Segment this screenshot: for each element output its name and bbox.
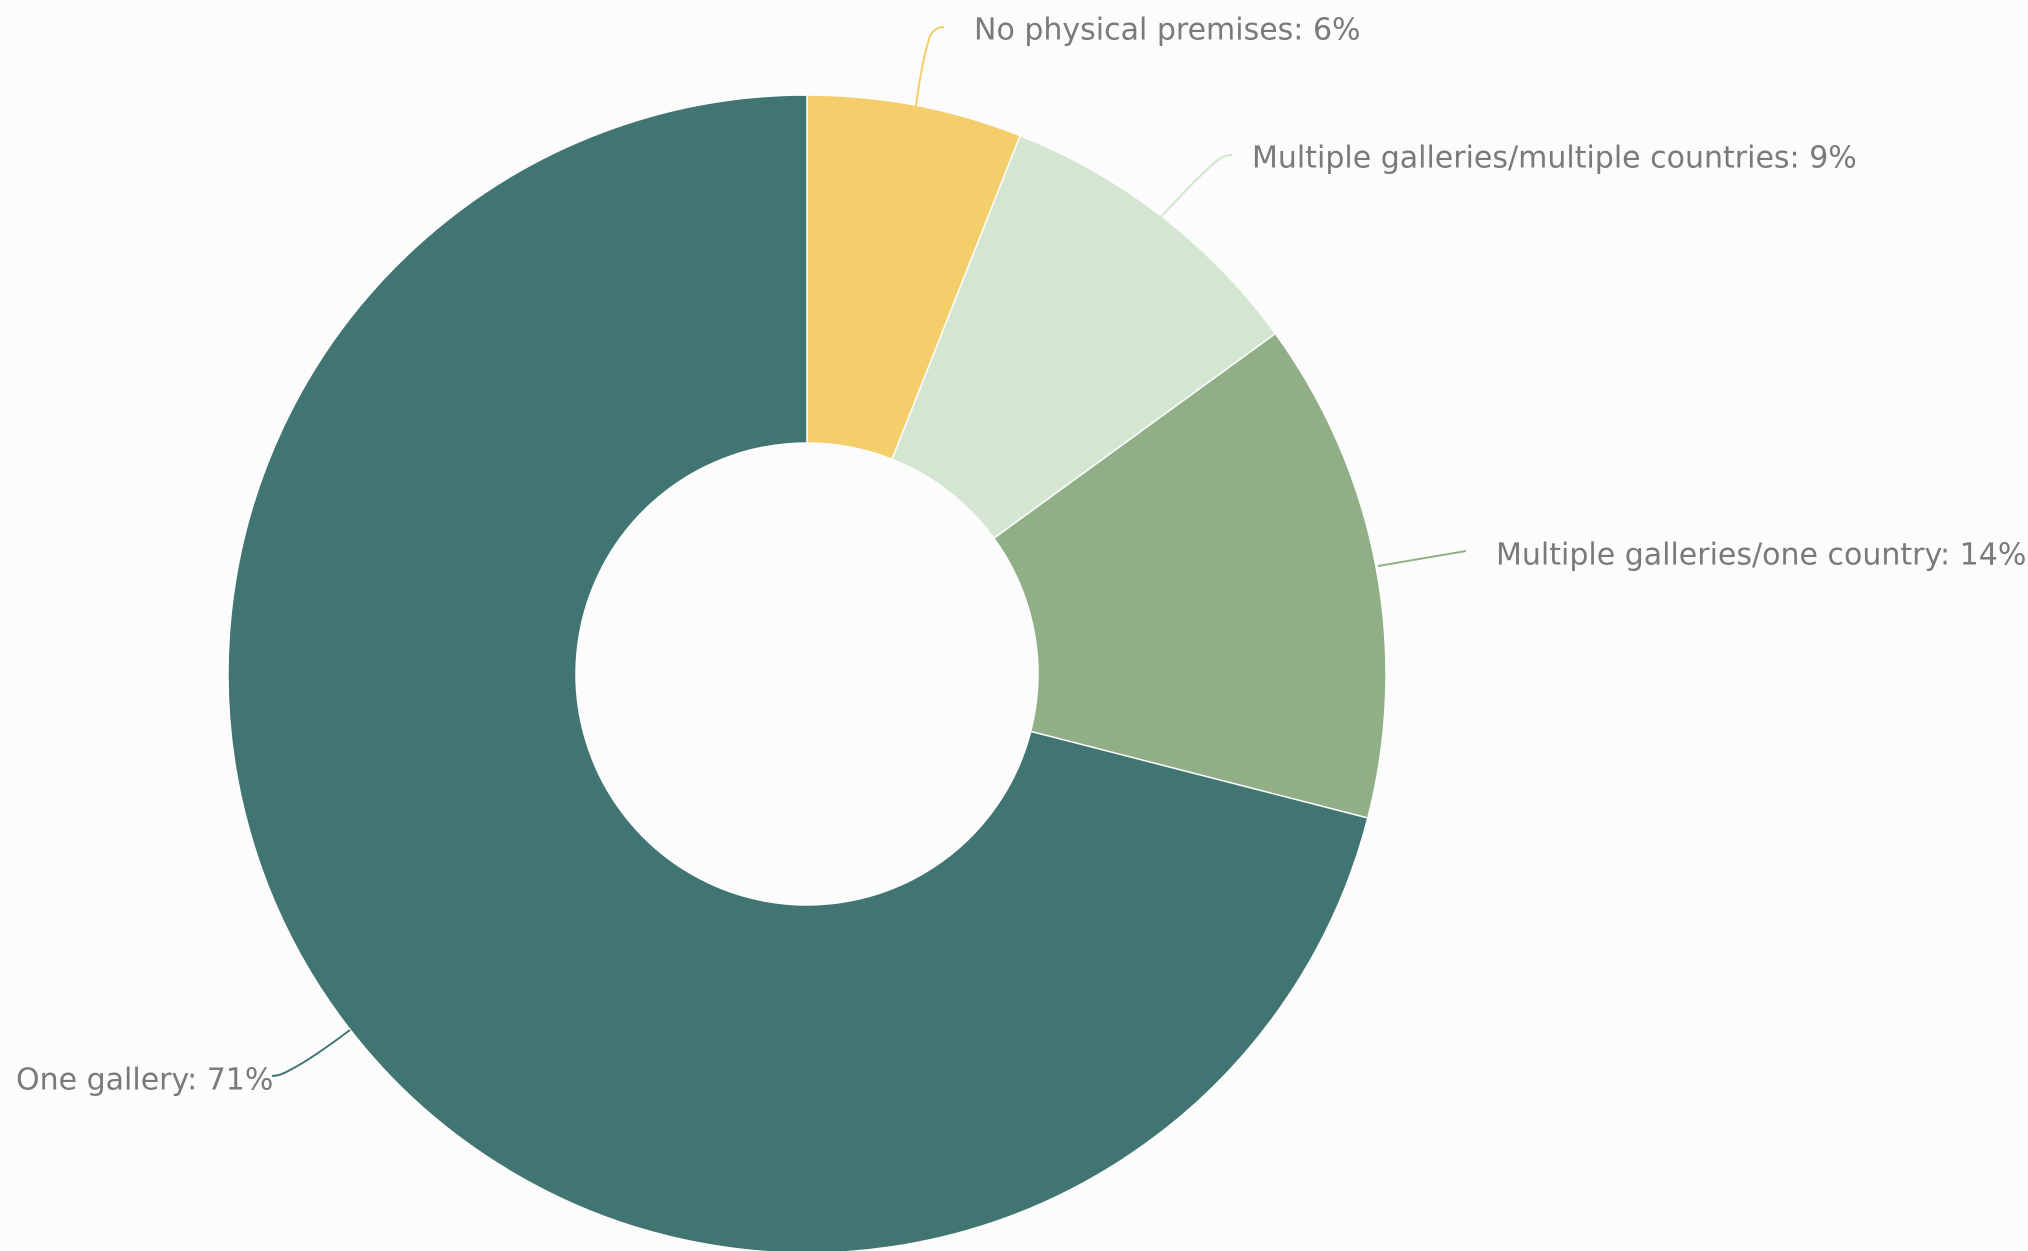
connector-one-gallery <box>271 1029 351 1077</box>
slice-one-gallery <box>227 94 1369 1251</box>
donut-slices <box>227 94 1387 1251</box>
connector-multiple-galleries-multiple-countries <box>1159 154 1233 219</box>
label-connectors <box>271 26 1467 1077</box>
data-label-multiple-galleries-multiple-countries: Multiple galleries/multiple countries: 9… <box>1252 141 1857 176</box>
slice-multiple-galleries-one-country <box>992 332 1387 819</box>
data-label-multiple-galleries-one-country: Multiple galleries/one country: 14% <box>1496 538 2026 573</box>
connector-no-physical-premises <box>915 26 945 107</box>
data-label-one-gallery: One gallery: 71% <box>16 1063 273 1098</box>
data-labels: No physical premises: 6% Multiple galler… <box>16 13 2026 1098</box>
slice-multiple-galleries-multiple-countries <box>891 134 1277 540</box>
connector-multiple-galleries-one-country <box>1377 550 1467 567</box>
data-label-no-physical-premises: No physical premises: 6% <box>974 13 1361 48</box>
